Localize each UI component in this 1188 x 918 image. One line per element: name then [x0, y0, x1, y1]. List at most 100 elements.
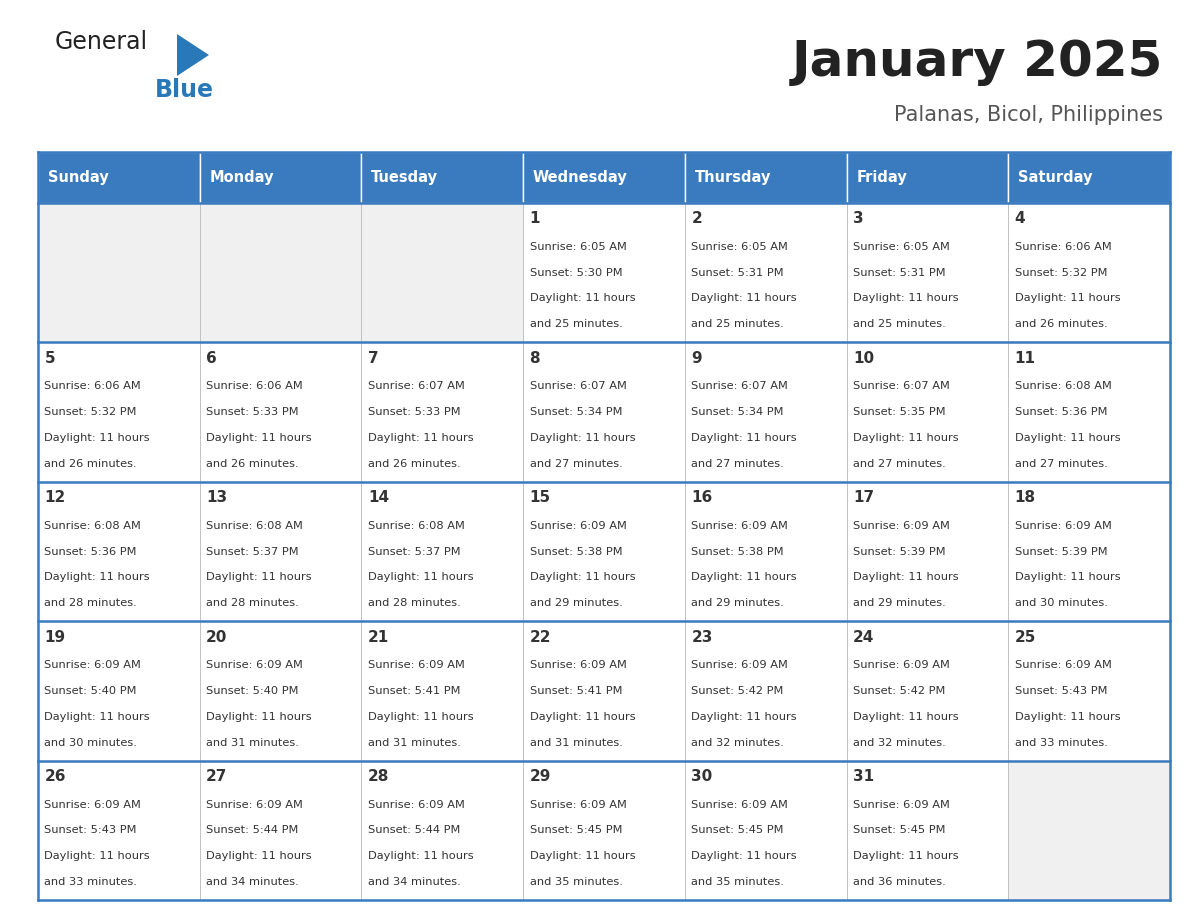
- Bar: [38, 621, 200, 761]
- Text: and 34 minutes.: and 34 minutes.: [207, 877, 299, 887]
- Text: Monday: Monday: [209, 170, 274, 185]
- Text: Sunrise: 6:05 AM: Sunrise: 6:05 AM: [530, 242, 626, 252]
- Bar: [684, 621, 847, 761]
- Text: Sunset: 5:33 PM: Sunset: 5:33 PM: [207, 407, 299, 417]
- Text: Sunset: 5:35 PM: Sunset: 5:35 PM: [853, 407, 946, 417]
- Text: Daylight: 11 hours: Daylight: 11 hours: [207, 433, 311, 442]
- Text: Daylight: 11 hours: Daylight: 11 hours: [691, 433, 797, 442]
- Text: and 32 minutes.: and 32 minutes.: [853, 737, 946, 747]
- Text: 3: 3: [853, 211, 864, 226]
- Text: Sunset: 5:45 PM: Sunset: 5:45 PM: [530, 825, 623, 835]
- Text: Daylight: 11 hours: Daylight: 11 hours: [1015, 294, 1120, 304]
- Text: Sunrise: 6:08 AM: Sunrise: 6:08 AM: [207, 521, 303, 531]
- Text: Sunrise: 6:09 AM: Sunrise: 6:09 AM: [368, 800, 465, 810]
- Bar: [38, 342, 200, 482]
- Text: and 36 minutes.: and 36 minutes.: [853, 877, 946, 887]
- Text: 21: 21: [368, 630, 390, 644]
- Text: Daylight: 11 hours: Daylight: 11 hours: [44, 851, 150, 861]
- Text: Daylight: 11 hours: Daylight: 11 hours: [853, 433, 959, 442]
- Text: Daylight: 11 hours: Daylight: 11 hours: [691, 294, 797, 304]
- Text: Blue: Blue: [154, 78, 214, 102]
- Bar: [361, 203, 523, 342]
- Text: Sunday: Sunday: [48, 170, 108, 185]
- Text: Sunset: 5:42 PM: Sunset: 5:42 PM: [853, 686, 946, 696]
- Text: 28: 28: [368, 769, 390, 784]
- Text: Sunset: 5:43 PM: Sunset: 5:43 PM: [44, 825, 137, 835]
- Bar: [38, 152, 200, 203]
- Text: Daylight: 11 hours: Daylight: 11 hours: [368, 433, 474, 442]
- Text: Sunset: 5:45 PM: Sunset: 5:45 PM: [691, 825, 784, 835]
- Text: 12: 12: [44, 490, 65, 505]
- Bar: [200, 761, 361, 900]
- Text: Daylight: 11 hours: Daylight: 11 hours: [1015, 711, 1120, 722]
- Bar: [361, 152, 523, 203]
- Text: Sunrise: 6:06 AM: Sunrise: 6:06 AM: [44, 381, 141, 391]
- Text: and 29 minutes.: and 29 minutes.: [530, 599, 623, 608]
- Text: and 27 minutes.: and 27 minutes.: [1015, 459, 1107, 469]
- Text: and 25 minutes.: and 25 minutes.: [853, 319, 946, 330]
- Text: Sunset: 5:42 PM: Sunset: 5:42 PM: [691, 686, 784, 696]
- Text: Sunset: 5:39 PM: Sunset: 5:39 PM: [1015, 546, 1107, 556]
- Text: Sunrise: 6:08 AM: Sunrise: 6:08 AM: [1015, 381, 1112, 391]
- Text: January 2025: January 2025: [791, 38, 1163, 86]
- Text: 31: 31: [853, 769, 874, 784]
- Text: Sunrise: 6:09 AM: Sunrise: 6:09 AM: [530, 660, 626, 670]
- Text: Daylight: 11 hours: Daylight: 11 hours: [853, 294, 959, 304]
- Text: Sunrise: 6:07 AM: Sunrise: 6:07 AM: [691, 381, 788, 391]
- Text: Sunrise: 6:07 AM: Sunrise: 6:07 AM: [853, 381, 950, 391]
- Text: Sunset: 5:38 PM: Sunset: 5:38 PM: [691, 546, 784, 556]
- Text: and 26 minutes.: and 26 minutes.: [207, 459, 299, 469]
- Text: Sunset: 5:34 PM: Sunset: 5:34 PM: [691, 407, 784, 417]
- Text: and 33 minutes.: and 33 minutes.: [44, 877, 138, 887]
- Text: and 26 minutes.: and 26 minutes.: [44, 459, 137, 469]
- Text: Sunset: 5:33 PM: Sunset: 5:33 PM: [368, 407, 461, 417]
- Text: and 35 minutes.: and 35 minutes.: [530, 877, 623, 887]
- Text: Sunset: 5:39 PM: Sunset: 5:39 PM: [853, 546, 946, 556]
- Text: 15: 15: [530, 490, 551, 505]
- Text: Sunrise: 6:06 AM: Sunrise: 6:06 AM: [1015, 242, 1112, 252]
- Text: Sunset: 5:44 PM: Sunset: 5:44 PM: [207, 825, 298, 835]
- Text: 4: 4: [1015, 211, 1025, 226]
- Bar: [523, 152, 684, 203]
- Bar: [1009, 203, 1170, 342]
- Text: 13: 13: [207, 490, 227, 505]
- Text: Daylight: 11 hours: Daylight: 11 hours: [691, 572, 797, 582]
- Text: 14: 14: [368, 490, 388, 505]
- Text: Sunrise: 6:09 AM: Sunrise: 6:09 AM: [1015, 521, 1112, 531]
- Text: Sunrise: 6:05 AM: Sunrise: 6:05 AM: [853, 242, 950, 252]
- Text: and 25 minutes.: and 25 minutes.: [530, 319, 623, 330]
- Text: Sunset: 5:44 PM: Sunset: 5:44 PM: [368, 825, 460, 835]
- Bar: [200, 621, 361, 761]
- Bar: [361, 482, 523, 621]
- Text: Daylight: 11 hours: Daylight: 11 hours: [853, 711, 959, 722]
- Text: Sunrise: 6:09 AM: Sunrise: 6:09 AM: [530, 521, 626, 531]
- Text: Daylight: 11 hours: Daylight: 11 hours: [207, 711, 311, 722]
- Text: 8: 8: [530, 351, 541, 365]
- Text: 1: 1: [530, 211, 541, 226]
- Bar: [684, 482, 847, 621]
- Text: Thursday: Thursday: [695, 170, 771, 185]
- Bar: [361, 342, 523, 482]
- Text: 20: 20: [207, 630, 228, 644]
- Text: Sunrise: 6:09 AM: Sunrise: 6:09 AM: [368, 660, 465, 670]
- Bar: [684, 152, 847, 203]
- Text: 22: 22: [530, 630, 551, 644]
- Text: Sunrise: 6:09 AM: Sunrise: 6:09 AM: [691, 800, 788, 810]
- Bar: [361, 621, 523, 761]
- Text: Sunrise: 6:09 AM: Sunrise: 6:09 AM: [207, 660, 303, 670]
- Bar: [847, 203, 1009, 342]
- Text: 11: 11: [1015, 351, 1036, 365]
- Bar: [1009, 761, 1170, 900]
- Text: 2: 2: [691, 211, 702, 226]
- Text: Sunrise: 6:09 AM: Sunrise: 6:09 AM: [44, 800, 141, 810]
- Text: Sunset: 5:38 PM: Sunset: 5:38 PM: [530, 546, 623, 556]
- Text: Sunset: 5:40 PM: Sunset: 5:40 PM: [207, 686, 298, 696]
- Text: Sunset: 5:34 PM: Sunset: 5:34 PM: [530, 407, 623, 417]
- Bar: [523, 342, 684, 482]
- Text: Daylight: 11 hours: Daylight: 11 hours: [44, 433, 150, 442]
- Text: Sunrise: 6:09 AM: Sunrise: 6:09 AM: [853, 521, 950, 531]
- Text: and 28 minutes.: and 28 minutes.: [368, 599, 461, 608]
- Text: Sunset: 5:32 PM: Sunset: 5:32 PM: [44, 407, 137, 417]
- Text: General: General: [55, 30, 148, 54]
- Bar: [684, 342, 847, 482]
